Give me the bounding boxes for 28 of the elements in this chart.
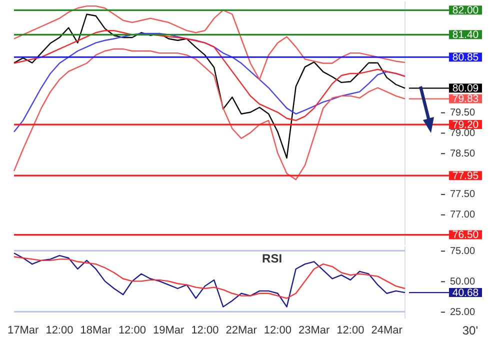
ref-line-label: 82.00 [452,4,479,17]
y-tick-label: 78.50 [450,148,476,160]
y-tick-label: 50.00 [450,276,476,288]
x-tick-label: 12:00 [336,324,364,336]
y-tick-label: 77.50 [450,189,476,200]
y-tick-label: 25.00 [450,306,476,318]
y-tick-label: 79.50 [450,108,476,119]
x-tick-label: 12:00 [264,324,292,336]
x-tick-label: 19Mar [152,324,185,336]
ref-line-label: 80.85 [452,52,479,64]
data-label: 40.68 [452,286,479,299]
y-tick-label: 75.00 [450,246,476,257]
y-tick-label: 77.00 [450,210,476,221]
ref-line-label: 77.95 [452,170,479,182]
data-label: 80.09 [452,82,479,95]
x-tick-label: 12:00 [46,324,74,336]
chart-title: RSI [262,251,282,266]
x-tick-label: 12:00 [191,324,219,336]
ref-line-label: 81.40 [452,29,479,42]
ref-line-label: 76.50 [452,229,479,242]
x-tick-label: 17Mar [8,324,40,336]
data-label: 79.83 [452,93,479,106]
x-tick-label: 23Mar [298,324,330,336]
text: 30' [462,323,478,338]
x-tick-label: 12:00 [118,324,146,336]
x-tick-label: 18Mar [80,324,112,336]
x-tick-label: 22Mar [226,324,258,336]
x-tick-label: 24Mar [371,324,403,336]
